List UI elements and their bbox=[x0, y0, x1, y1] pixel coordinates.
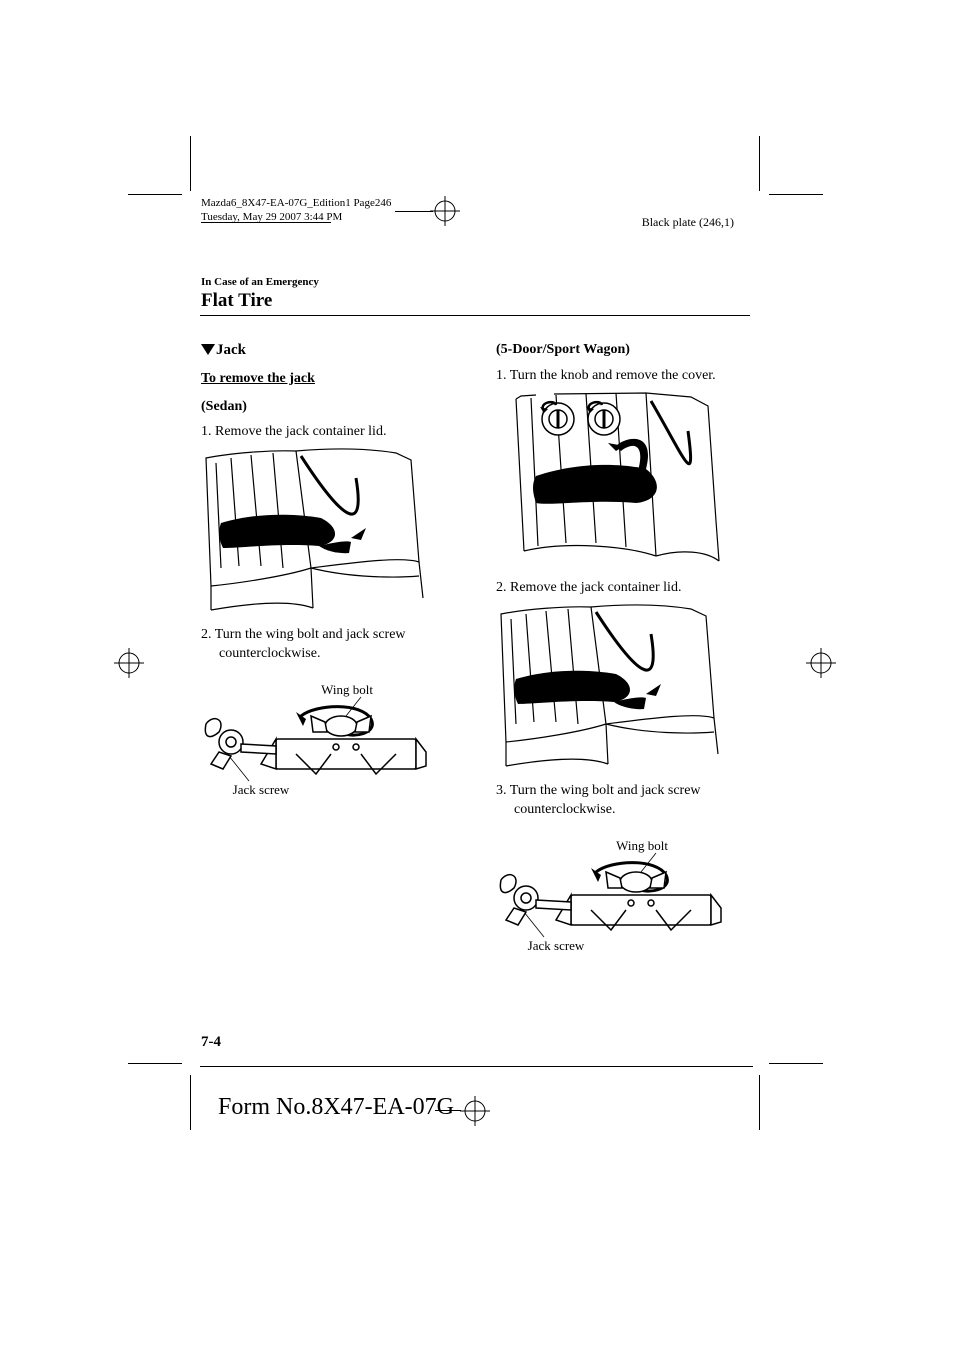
registration-mark-bottom bbox=[460, 1096, 490, 1126]
registration-mark-left bbox=[114, 648, 144, 678]
crop-mark bbox=[128, 1063, 182, 1064]
form-number: Form No.8X47-EA-07G bbox=[218, 1094, 454, 1121]
crop-mark bbox=[190, 1075, 191, 1130]
figure-sedan-jack: Wing bolt Jack screw bbox=[201, 684, 461, 814]
variant-sedan: (Sedan) bbox=[201, 397, 461, 417]
figure-wagon-lid bbox=[496, 604, 756, 769]
action-heading: To remove the jack bbox=[201, 369, 461, 389]
wingbolt-label: Wing bolt bbox=[321, 684, 373, 697]
wagon-step1: 1. Turn the knob and remove the cover. bbox=[496, 366, 756, 386]
figure-wagon-cover bbox=[496, 391, 756, 566]
crop-mark bbox=[759, 136, 760, 191]
wagon-step2: 2. Remove the jack container lid. bbox=[496, 578, 756, 598]
crop-mark bbox=[769, 194, 823, 195]
subsection-jack: Jack bbox=[201, 340, 461, 361]
plate-info: Black plate (246,1) bbox=[642, 215, 734, 230]
sedan-step2: 2. Turn the wing bolt and jack screw cou… bbox=[201, 625, 461, 664]
bottom-rule bbox=[200, 1066, 753, 1067]
crop-mark bbox=[190, 136, 191, 191]
registration-mark-right bbox=[806, 648, 836, 678]
content: Jack To remove the jack (Sedan) 1. Remov… bbox=[201, 340, 756, 982]
figure-wagon-jack: Wing bolt Jack screw bbox=[496, 840, 756, 970]
jackscrew-label: Jack screw bbox=[233, 782, 290, 797]
triangle-icon bbox=[201, 344, 215, 355]
section-label: In Case of an Emergency bbox=[201, 276, 319, 288]
crop-mark bbox=[759, 1075, 760, 1130]
wagon-step3: 3. Turn the wing bolt and jack screw cou… bbox=[496, 781, 756, 820]
subsection-label: Jack bbox=[216, 342, 246, 358]
registration-mark-top bbox=[430, 196, 460, 226]
wingbolt-label-r: Wing bolt bbox=[616, 840, 668, 853]
meta-line1: Mazda6_8X47-EA-07G_Edition1 Page246 bbox=[201, 196, 391, 210]
page: Mazda6_8X47-EA-07G_Edition1 Page246 Tues… bbox=[0, 0, 954, 1351]
crop-mark bbox=[128, 194, 182, 195]
variant-wagon: (5-Door/Sport Wagon) bbox=[496, 340, 756, 360]
figure-sedan-lid bbox=[201, 448, 461, 613]
header-meta: Mazda6_8X47-EA-07G_Edition1 Page246 Tues… bbox=[201, 196, 391, 225]
page-number: 7-4 bbox=[201, 1034, 221, 1051]
section-title: Flat Tire bbox=[201, 290, 272, 312]
title-underline bbox=[200, 315, 750, 316]
header-connector bbox=[395, 211, 433, 212]
sedan-step1: 1. Remove the jack container lid. bbox=[201, 422, 461, 442]
right-column: (5-Door/Sport Wagon) 1. Turn the knob an… bbox=[496, 340, 756, 982]
crop-mark bbox=[769, 1063, 823, 1064]
meta-underline bbox=[201, 222, 331, 223]
left-column: Jack To remove the jack (Sedan) 1. Remov… bbox=[201, 340, 461, 982]
jackscrew-label-r: Jack screw bbox=[528, 938, 585, 953]
